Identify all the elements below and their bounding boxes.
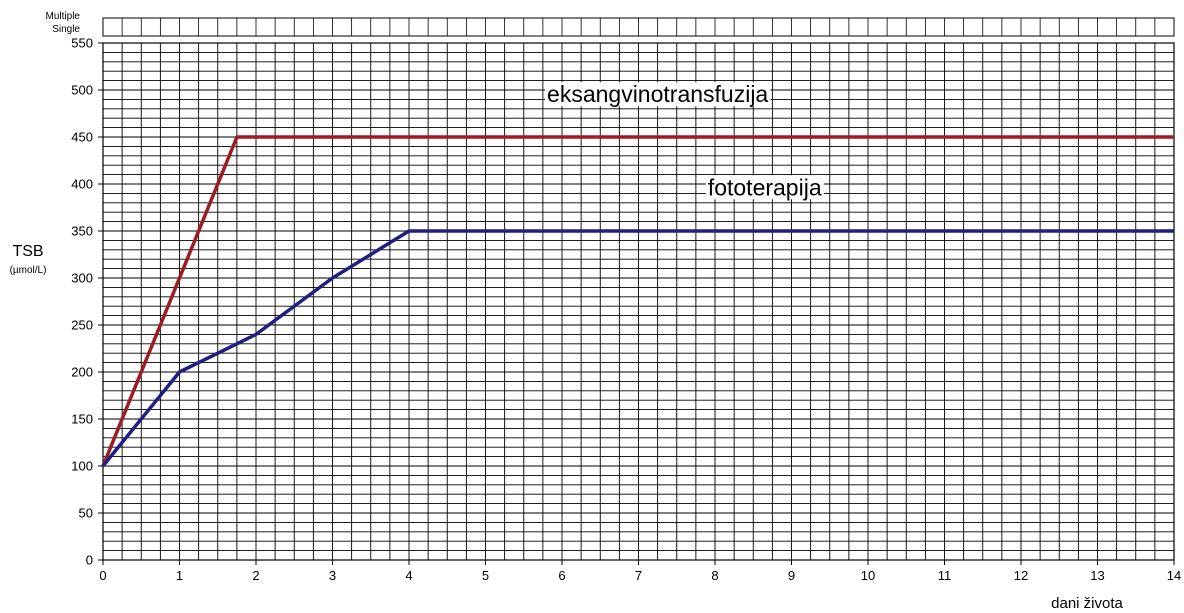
x-tick-label: 5 xyxy=(482,568,489,583)
y-axis-unit: (µmol/L) xyxy=(10,265,47,276)
y-tick-label: 200 xyxy=(71,365,93,380)
x-tick-label: 3 xyxy=(329,568,336,583)
x-tick-label: 13 xyxy=(1090,568,1104,583)
y-tick-label: 0 xyxy=(86,553,93,568)
plot-border xyxy=(102,42,1175,561)
annotation-bg xyxy=(545,82,771,107)
series-eksangvinotransfuzija xyxy=(101,135,1174,467)
y-tick-label: 250 xyxy=(71,318,93,333)
x-tick-label: 8 xyxy=(711,568,718,583)
x-tick-label: 10 xyxy=(861,568,875,583)
x-tick-label: 14 xyxy=(1167,568,1181,583)
top-strip xyxy=(102,17,1175,37)
x-tick-label: 12 xyxy=(1014,568,1028,583)
y-tick-label: 100 xyxy=(71,459,93,474)
x-tick-label: 7 xyxy=(635,568,642,583)
top-label-multiple: Multiple xyxy=(46,11,81,22)
x-tick-labels: 0 1 2 3 4 5 6 7 8 9 10 11 12 13 14 xyxy=(99,568,1181,583)
y-tick-label: 550 xyxy=(71,36,93,51)
x-tick-label: 6 xyxy=(558,568,565,583)
y-tick-label: 50 xyxy=(79,506,93,521)
series-fototerapija xyxy=(101,229,1174,468)
annotations: eksangvinotransfuzija fototerapija xyxy=(545,81,824,200)
annotation-eksangvinotransfuzija: eksangvinotransfuzija xyxy=(547,81,768,107)
y-tick-label: 300 xyxy=(71,271,93,286)
series-lines xyxy=(101,135,1174,468)
y-tick-labels: 0 50 100 150 200 250 300 350 400 450 500 550 xyxy=(71,36,93,568)
x-axis-label: dani života xyxy=(1051,595,1123,612)
x-tick-label: 0 xyxy=(99,568,106,583)
y-tick-label: 400 xyxy=(71,177,93,192)
x-tick-label: 11 xyxy=(938,568,952,583)
y-tick-label: 500 xyxy=(71,83,93,98)
y-tick-label: 350 xyxy=(71,224,93,239)
y-axis-label: TSB xyxy=(12,243,43,260)
x-tick-label: 1 xyxy=(176,568,183,583)
x-tick-label: 9 xyxy=(788,568,795,583)
y-tick-label: 450 xyxy=(71,130,93,145)
grid xyxy=(98,42,1175,565)
x-tick-label: 4 xyxy=(405,568,412,583)
x-tick-label: 2 xyxy=(252,568,259,583)
top-label-single: Single xyxy=(52,24,80,35)
annotation-fototerapija: fototerapija xyxy=(708,174,822,200)
annotation-bg xyxy=(705,175,824,200)
y-tick-label: 150 xyxy=(71,412,93,427)
